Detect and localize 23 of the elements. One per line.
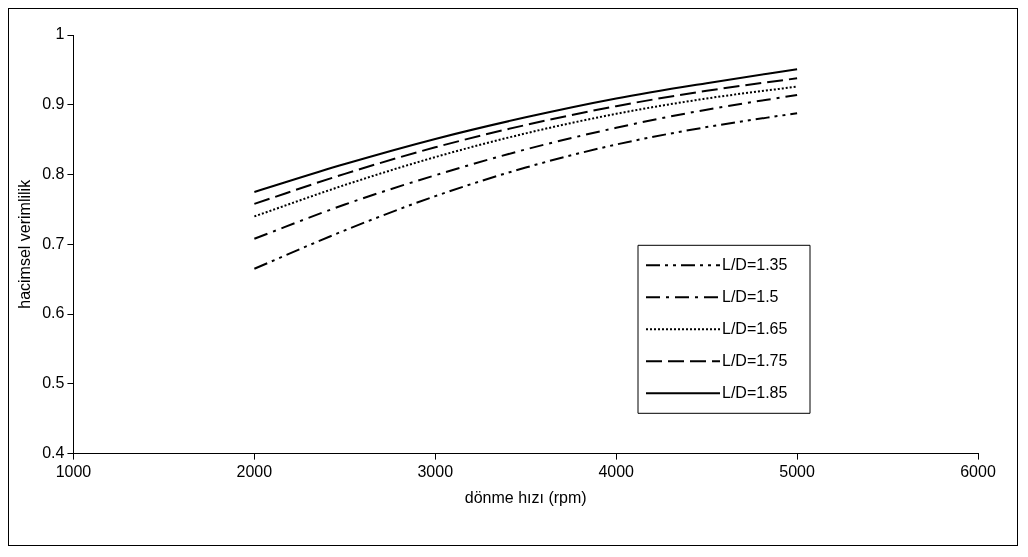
y-tick-label: 0.9	[42, 95, 65, 113]
x-axis-title: dönme hızı (rpm)	[464, 488, 587, 506]
y-tick-label: 0.5	[42, 374, 65, 392]
legend-label: L/D=1.65	[722, 319, 788, 337]
x-tick-label: 2000	[236, 462, 273, 480]
legend-label: L/D=1.85	[722, 383, 788, 401]
line-series	[253, 68, 799, 193]
line-series	[253, 112, 799, 270]
y-tick-label: 0.6	[42, 304, 65, 322]
x-tick-label: 1000	[55, 462, 92, 480]
x-tick-label: 3000	[417, 462, 454, 480]
x-tick-label: 6000	[960, 462, 996, 480]
x-tick-label: 5000	[779, 462, 815, 480]
y-tick-label: 0.4	[42, 444, 65, 462]
y-tick-label: 1	[55, 25, 65, 43]
x-tick-label: 4000	[598, 462, 635, 480]
legend-label: L/D=1.35	[722, 255, 788, 273]
y-axis-title: hacimsel verimlilik	[16, 178, 34, 309]
legend-label: L/D=1.5	[722, 287, 779, 305]
y-tick-label: 0.8	[42, 164, 65, 182]
y-tick-label: 0.7	[42, 234, 65, 252]
legend-label: L/D=1.75	[722, 351, 788, 369]
line-series	[253, 94, 799, 240]
